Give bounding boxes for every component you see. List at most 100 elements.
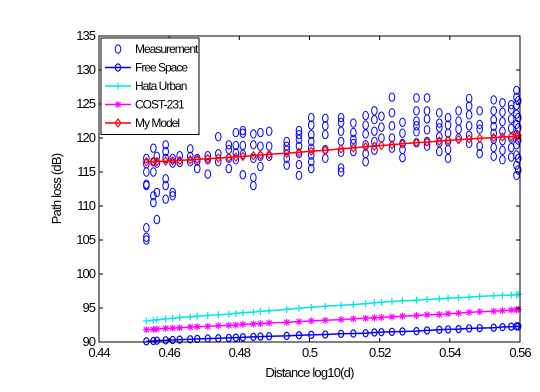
data-point xyxy=(321,302,329,310)
data-point xyxy=(436,138,443,148)
data-point xyxy=(283,331,290,341)
data-point xyxy=(490,132,498,143)
plot-area xyxy=(142,85,522,346)
data-point xyxy=(162,180,169,191)
data-point xyxy=(476,124,483,134)
data-point xyxy=(186,154,194,165)
data-point xyxy=(388,327,396,336)
data-point xyxy=(476,119,483,130)
data-point xyxy=(499,126,506,136)
data-point xyxy=(399,327,406,336)
data-point xyxy=(444,294,452,302)
data-point xyxy=(204,169,212,179)
data-point xyxy=(249,320,257,328)
data-point xyxy=(322,330,329,339)
data-point xyxy=(370,314,378,322)
data-point xyxy=(161,156,170,167)
data-point xyxy=(476,292,484,300)
data-point xyxy=(250,140,257,150)
data-point xyxy=(176,155,184,166)
data-point xyxy=(423,326,431,335)
data-point xyxy=(362,140,369,150)
data-point xyxy=(295,304,303,312)
data-point xyxy=(283,305,291,313)
data-point xyxy=(308,330,315,340)
data-point xyxy=(436,123,443,133)
data-point xyxy=(413,311,421,319)
data-point xyxy=(214,322,222,330)
data-point xyxy=(455,106,462,116)
x-tick-label: 0.5 xyxy=(302,345,318,360)
data-point xyxy=(476,106,483,116)
x-tick-label: 0.46 xyxy=(159,345,181,360)
data-point xyxy=(204,322,212,330)
data-point xyxy=(239,151,247,162)
data-point xyxy=(337,143,345,154)
data-point xyxy=(150,336,157,346)
data-point xyxy=(153,325,161,333)
series-free-space xyxy=(143,322,522,346)
data-point xyxy=(362,110,369,121)
data-point xyxy=(162,140,169,150)
data-point xyxy=(150,143,157,153)
data-point xyxy=(444,120,452,130)
data-point xyxy=(265,307,273,315)
legend-label: Measurement xyxy=(135,42,199,56)
data-point xyxy=(239,309,247,317)
data-point xyxy=(225,163,233,174)
data-point xyxy=(169,314,177,322)
data-point xyxy=(444,310,452,318)
data-point xyxy=(162,324,170,332)
series-my-model xyxy=(142,130,522,167)
data-point xyxy=(162,146,169,157)
data-point xyxy=(186,313,194,321)
data-point xyxy=(257,332,264,341)
data-point xyxy=(337,167,345,177)
data-point xyxy=(149,325,157,333)
data-point xyxy=(361,141,370,152)
data-point xyxy=(239,170,247,180)
data-point xyxy=(283,141,290,151)
data-point xyxy=(399,144,406,155)
data-point xyxy=(307,120,315,130)
data-point xyxy=(143,235,150,245)
data-point xyxy=(239,125,247,136)
x-axis-title: Distance log10(d) xyxy=(265,365,354,380)
data-point xyxy=(499,155,506,165)
data-point xyxy=(307,136,315,147)
data-point xyxy=(514,95,522,106)
data-point xyxy=(476,323,483,333)
data-point xyxy=(307,146,315,157)
data-point xyxy=(295,148,303,159)
y-tick-label: 135 xyxy=(76,28,95,43)
data-point xyxy=(514,305,522,313)
y-tick-label: 130 xyxy=(76,62,95,77)
data-point xyxy=(498,132,507,142)
data-point xyxy=(232,333,240,342)
data-point xyxy=(413,116,420,126)
data-point xyxy=(350,118,357,128)
data-point xyxy=(149,156,158,167)
data-point xyxy=(193,154,201,165)
legend-item-measurement: Measurement xyxy=(114,42,200,56)
data-point xyxy=(413,296,421,304)
data-point xyxy=(514,153,522,164)
data-point xyxy=(153,158,161,168)
data-point xyxy=(337,147,345,157)
data-point xyxy=(362,120,369,130)
data-point xyxy=(169,187,176,198)
data-point xyxy=(435,136,443,146)
data-point xyxy=(465,308,473,316)
data-point xyxy=(513,85,520,96)
data-point xyxy=(371,106,378,116)
data-point xyxy=(214,153,222,163)
data-point xyxy=(153,187,161,198)
data-point xyxy=(413,326,420,336)
data-point xyxy=(498,307,506,315)
data-point xyxy=(499,97,506,108)
data-point xyxy=(413,106,420,116)
data-point xyxy=(256,150,265,160)
y-tick-label: 110 xyxy=(77,198,95,213)
data-point xyxy=(142,326,150,334)
